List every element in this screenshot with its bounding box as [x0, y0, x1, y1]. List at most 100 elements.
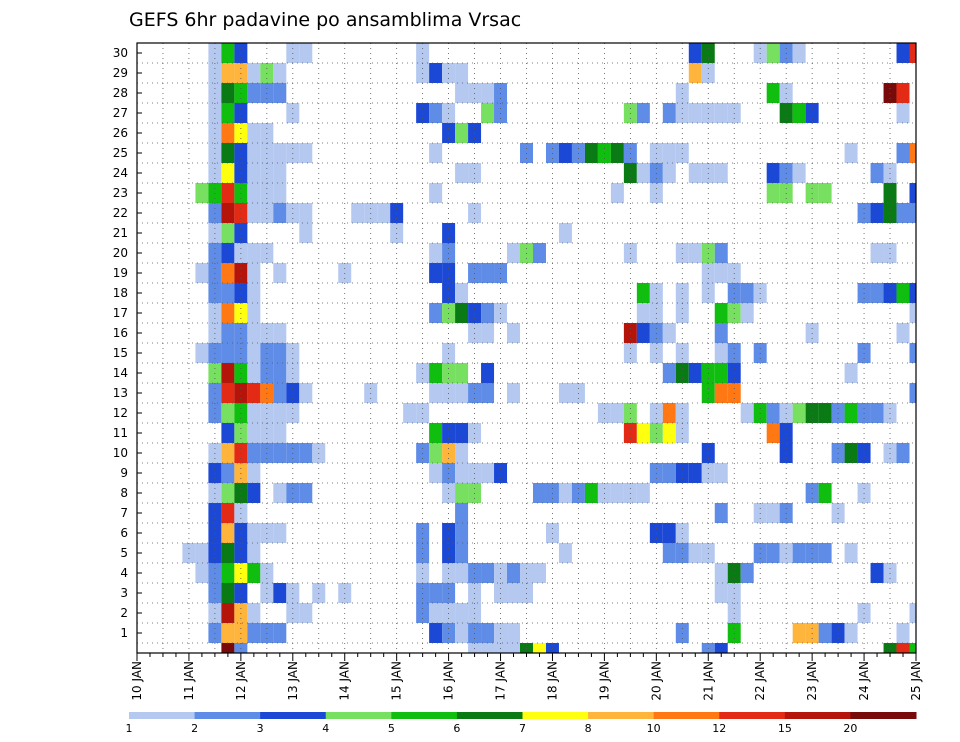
heatmap-cell — [481, 103, 495, 123]
heatmap-cell — [792, 163, 806, 183]
heatmap-cell — [429, 443, 443, 463]
heatmap-cell — [481, 83, 495, 103]
heatmap-cell — [507, 383, 521, 403]
heatmap-cell — [195, 343, 209, 363]
heatmap-cell — [455, 543, 469, 563]
heatmap-cell — [455, 523, 469, 543]
heatmap-cell — [221, 323, 235, 343]
heatmap-cell — [870, 243, 884, 263]
heatmap-cell — [909, 43, 916, 63]
y-tick-label: 8 — [120, 486, 128, 500]
heatmap-cell — [896, 43, 910, 63]
heatmap-cell — [688, 163, 702, 183]
heatmap-cell — [273, 443, 287, 463]
x-tick-label: 15 JAN — [390, 661, 404, 701]
heatmap-cell — [481, 463, 495, 483]
heatmap-cell — [429, 603, 443, 623]
heatmap-cell — [766, 43, 780, 63]
heatmap-cell — [247, 443, 261, 463]
heatmap-cell — [844, 363, 858, 383]
heatmap-cell — [818, 483, 832, 503]
heatmap-cell — [299, 43, 313, 63]
heatmap-cell — [221, 63, 235, 83]
heatmap-cell — [247, 463, 261, 483]
y-tick-label: 10 — [113, 446, 128, 460]
colorbar-label: 10 — [647, 722, 661, 735]
heatmap-cell — [273, 623, 287, 643]
heatmap-cell — [299, 223, 313, 243]
colorbar-label: 3 — [257, 722, 264, 735]
heatmap-cell — [636, 323, 650, 343]
heatmap-cell — [714, 303, 728, 323]
heatmap-cell — [532, 483, 546, 503]
heatmap-cell — [507, 323, 521, 343]
heatmap-cell — [636, 483, 650, 503]
heatmap-cell — [688, 363, 702, 383]
colorbar: 1 2 3 4 5 6 7 8 10 12 15 20 — [126, 712, 917, 735]
heatmap-cell — [247, 623, 261, 643]
x-tick-label: 18 JAN — [545, 661, 559, 701]
heatmap-cell — [455, 363, 469, 383]
chart-title: GEFS 6hr padavine po ansamblima Vrsac — [129, 9, 521, 31]
y-tick-label: 15 — [113, 346, 128, 360]
heatmap-cell — [221, 503, 235, 523]
heatmap-cell — [247, 203, 261, 223]
colorbar-label: 6 — [453, 722, 460, 735]
heatmap-cell — [221, 643, 235, 653]
heatmap-cell — [195, 183, 209, 203]
heatmap-cell — [273, 203, 287, 223]
heatmap-cell — [455, 603, 469, 623]
y-tick-label: 4 — [120, 566, 128, 580]
heatmap-cell — [429, 183, 443, 203]
heatmap-cell — [896, 643, 910, 653]
heatmap-cell — [818, 403, 832, 423]
heatmap-cell — [247, 343, 261, 363]
heatmap-cell — [610, 483, 624, 503]
heatmap-cell — [299, 483, 313, 503]
heatmap-cell — [429, 103, 443, 123]
y-tick-label: 21 — [113, 226, 128, 240]
heatmap-cell — [377, 203, 391, 223]
colorbar-swatch — [850, 712, 917, 719]
y-tick-label: 30 — [113, 46, 128, 60]
heatmap-cell — [714, 463, 728, 483]
heatmap-cell — [221, 403, 235, 423]
heatmap-cell — [870, 163, 884, 183]
x-tick-label: 21 JAN — [701, 661, 715, 701]
heatmap-cell — [662, 543, 676, 563]
y-tick-label: 2 — [120, 606, 128, 620]
heatmap-cell — [429, 303, 443, 323]
heatmap-cell — [662, 523, 676, 543]
heatmap-cell — [532, 563, 546, 583]
heatmap-cell — [455, 463, 469, 483]
heatmap-cell — [299, 603, 313, 623]
heatmap-cell — [429, 243, 443, 263]
heatmap-cell — [766, 183, 780, 203]
heatmap-cell — [636, 283, 650, 303]
heatmap-cell — [247, 283, 261, 303]
heatmap-cell — [766, 543, 780, 563]
heatmap-cell — [247, 363, 261, 383]
heatmap-cell — [844, 623, 858, 643]
heatmap-cell — [844, 143, 858, 163]
heatmap-cell — [584, 143, 598, 163]
heatmap-cell — [662, 143, 676, 163]
heatmap-cell — [584, 483, 598, 503]
heatmap-cell — [909, 143, 916, 163]
heatmap-cell — [455, 123, 469, 143]
axes: 1234567891011121314151617181920212223242… — [113, 46, 923, 701]
heatmap-cell — [714, 343, 728, 363]
heatmap-cell — [610, 183, 624, 203]
heatmap-cell — [870, 563, 884, 583]
heatmap-cell — [714, 263, 728, 283]
heatmap-cell — [844, 543, 858, 563]
y-tick-label: 27 — [113, 106, 128, 120]
heatmap-cell — [766, 163, 780, 183]
heatmap-cell — [247, 323, 261, 343]
heatmap-cell — [221, 243, 235, 263]
x-tick-label: 14 JAN — [338, 661, 352, 701]
heatmap-cell — [221, 563, 235, 583]
heatmap-cell — [507, 563, 521, 583]
heatmap-cell — [247, 143, 261, 163]
heatmap-cell — [247, 243, 261, 263]
